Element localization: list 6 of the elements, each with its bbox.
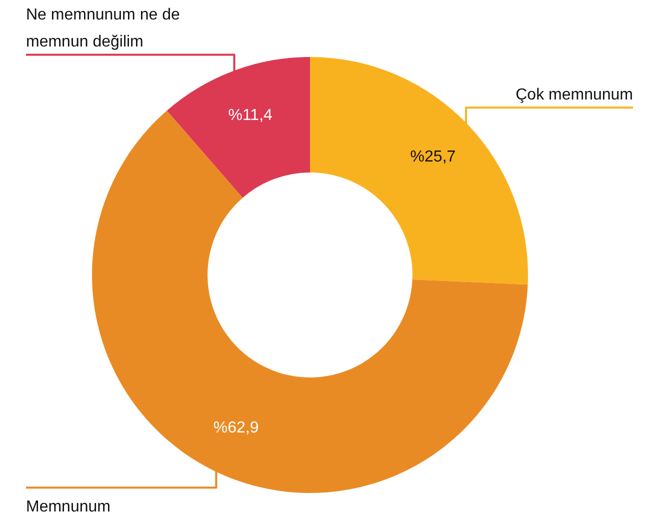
slice-label: Memnunum bbox=[26, 498, 110, 514]
data-label: %11,4 bbox=[228, 106, 273, 124]
data-label: %62,9 bbox=[213, 420, 259, 437]
slice-label: Ne memnunum ne de memnun değilim bbox=[26, 6, 180, 51]
slice-label: Çok memnunum bbox=[516, 86, 633, 104]
data-label: %25,7 bbox=[410, 148, 456, 166]
